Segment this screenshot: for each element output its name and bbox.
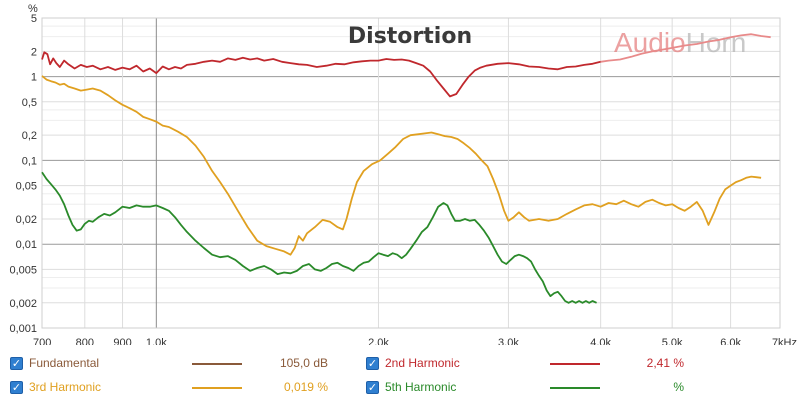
x-tick-label: 4,0k: [590, 337, 611, 345]
legend-row-1: ✓ Fundamental 105,0 dB ✓ 2nd Harmonic 2,…: [0, 354, 800, 374]
checkbox-5th-harmonic[interactable]: ✓: [366, 381, 379, 394]
y-tick-label: 0,02: [16, 214, 37, 226]
legend-label-fundamental: Fundamental: [29, 356, 100, 370]
legend-swatch-fundamental: [192, 363, 242, 365]
legend-value-fundamental: 105,0 dB: [279, 356, 328, 370]
y-tick-label: 2: [31, 46, 37, 58]
x-tick-label: 3,0k: [498, 337, 519, 345]
y-tick-label: 0,005: [9, 264, 37, 276]
y-tick-label: 5: [31, 13, 37, 25]
y-tick-label: 0,1: [22, 155, 37, 167]
x-axis-ticks: 700 800 900 1,0k 2,0k 3,0k 4,0k 5,0k 6,0k 7kHz: [33, 337, 797, 345]
y-tick-label: 0,001: [9, 323, 37, 335]
y-axis-ticks: 5 2 1 0,5 0,2 0,1 0,05 0,02 0,01 0,005 0,002 0,001: [9, 13, 37, 335]
legend-item-fundamental[interactable]: ✓ Fundamental 105,0 dB: [10, 354, 340, 374]
series-lines: [41, 33, 771, 304]
legend-label-3rd-harmonic: 3rd Harmonic: [29, 380, 102, 394]
y-tick-label: 1: [31, 72, 37, 84]
legend-label-2nd-harmonic: 2nd Harmonic: [385, 356, 460, 370]
y-tick-label: 0,5: [22, 97, 37, 109]
x-tick-label: 2,0k: [368, 337, 389, 345]
legend-swatch-5th-harmonic: [550, 387, 600, 389]
grid: [41, 17, 781, 329]
plot-frame: [41, 17, 781, 329]
x-tick-label: 700: [33, 337, 51, 345]
distortion-chart: 5210,50,20,10,050,020,010,0050,0020,001 …: [9, 3, 797, 345]
y-axis-unit: %: [28, 3, 38, 15]
y-tick-label: 0,05: [16, 181, 37, 193]
watermark: AudioHorn: [614, 27, 746, 58]
legend-row-2: ✓ 3rd Harmonic 0,019 % ✓ 5th Harmonic %: [0, 378, 800, 398]
legend-value-3rd-harmonic: 0,019 %: [283, 380, 328, 394]
checkbox-3rd-harmonic[interactable]: ✓: [10, 381, 23, 394]
y-tick-label: 0,01: [16, 239, 37, 251]
watermark-part1: Audio: [614, 27, 686, 58]
x-tick-label: 6,0k: [720, 337, 741, 345]
legend-swatch-2nd-harmonic: [550, 363, 600, 365]
series-line-3rd-harmonic: [41, 75, 762, 256]
legend-item-2nd-harmonic[interactable]: ✓ 2nd Harmonic 2,41 %: [366, 354, 696, 374]
series-line-2nd-harmonic-faded: [600, 33, 771, 63]
chart-title: Distortion: [348, 24, 472, 49]
legend-label-5th-harmonic: 5th Harmonic: [385, 380, 457, 394]
legend: ✓ Fundamental 105,0 dB ✓ 2nd Harmonic 2,…: [0, 354, 800, 400]
legend-item-5th-harmonic[interactable]: ✓ 5th Harmonic %: [366, 378, 696, 398]
x-tick-label: 1,0k: [146, 337, 167, 345]
x-tick-label: 800: [76, 337, 94, 345]
series-line-2nd-harmonic: [41, 51, 601, 98]
watermark-part2: Horn: [686, 27, 747, 58]
legend-value-2nd-harmonic: 2,41 %: [646, 356, 684, 370]
checkbox-2nd-harmonic[interactable]: ✓: [366, 357, 379, 370]
x-tick-label: 7kHz: [772, 337, 797, 345]
legend-swatch-3rd-harmonic: [192, 387, 242, 389]
legend-item-3rd-harmonic[interactable]: ✓ 3rd Harmonic 0,019 %: [10, 378, 340, 398]
x-tick-label: 900: [113, 337, 131, 345]
y-tick-label: 0,002: [9, 298, 37, 310]
x-tick-label: 5,0k: [662, 337, 683, 345]
legend-value-5th-harmonic: %: [673, 380, 684, 394]
series-line-5th-harmonic: [41, 171, 597, 304]
y-tick-label: 0,2: [22, 130, 37, 142]
checkbox-fundamental[interactable]: ✓: [10, 357, 23, 370]
